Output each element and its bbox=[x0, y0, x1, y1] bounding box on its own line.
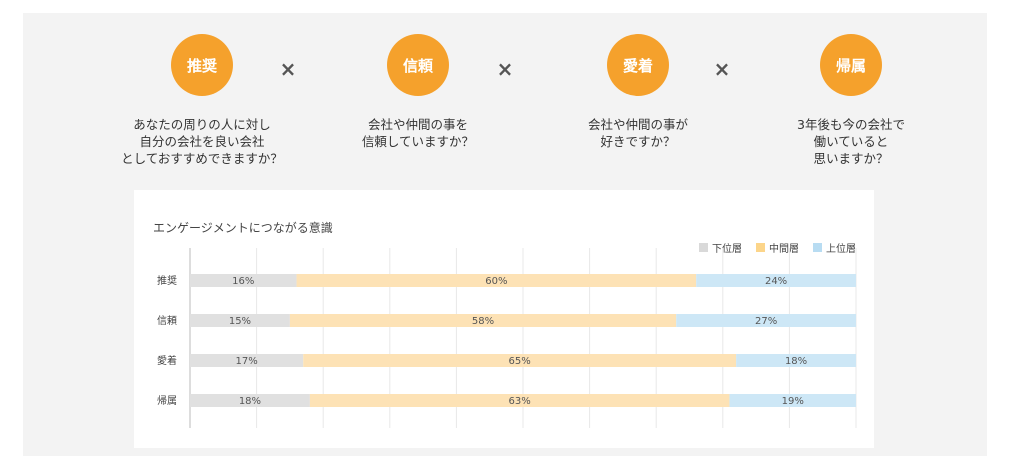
data-label: 19% bbox=[782, 396, 804, 407]
legend-label: 上位層 bbox=[826, 244, 856, 255]
data-label: 60% bbox=[485, 276, 507, 287]
category-label: 帰属 bbox=[157, 394, 177, 407]
factor-badge: 信頼 bbox=[387, 34, 449, 96]
legend-swatch bbox=[756, 243, 765, 252]
factor-badge: 愛着 bbox=[607, 34, 669, 96]
factor-badge: 帰属 bbox=[820, 34, 882, 96]
factor-badge: 推奨 bbox=[171, 34, 233, 96]
bar-segment bbox=[309, 394, 730, 407]
bar-segment bbox=[190, 274, 297, 287]
bar-segment bbox=[289, 314, 677, 327]
legend-label: 下位層 bbox=[712, 244, 742, 255]
multiply-icon: × bbox=[496, 57, 514, 81]
bar-segment bbox=[696, 274, 856, 287]
bar-segment bbox=[296, 274, 697, 287]
factor-question: 3年後も今の会社で 働いていると 思いますか？ bbox=[797, 117, 905, 166]
factor-question: あなたの周りの人に対し 自分の会社を良い会社 としておすすめできますか？ bbox=[121, 117, 283, 166]
legend-item-upper: 上位層 bbox=[813, 240, 856, 255]
multiply-icon: × bbox=[279, 57, 297, 81]
bar-segment bbox=[190, 314, 290, 327]
bar-segment bbox=[303, 354, 737, 367]
data-label: 24% bbox=[765, 276, 787, 287]
chart-title: エンゲージメントにつながる意識 bbox=[153, 221, 333, 235]
multiply-icon: × bbox=[713, 57, 731, 81]
bar-segment bbox=[190, 354, 304, 367]
data-label: 16% bbox=[232, 276, 254, 287]
category-label: 信頼 bbox=[157, 315, 177, 327]
stacked-bar-chart: 推奨 16% 60% 24% 信頼 15% 58% 27% 愛着 17% 65% 18% 帰属 18% 63… bbox=[157, 248, 857, 428]
bar-segment bbox=[676, 314, 856, 327]
category-label: 推奨 bbox=[157, 274, 177, 287]
bar-segment bbox=[736, 354, 856, 367]
data-label: 27% bbox=[755, 316, 777, 327]
chart-legend: 下位層 中間層 上位層 bbox=[685, 240, 856, 255]
bar-segment bbox=[729, 394, 856, 407]
legend-swatch bbox=[699, 243, 708, 252]
data-label: 15% bbox=[229, 316, 251, 327]
chart-card: エンゲージメントにつながる意識 下位層 中間層 上位層 推奨 16% 60% 24% 信… bbox=[134, 190, 874, 448]
bar-segment bbox=[190, 394, 310, 407]
data-label: 18% bbox=[239, 396, 261, 407]
factor-recommend: 推奨 あなたの周りの人に対し 自分の会社を良い会社 としておすすめできますか？ bbox=[92, 34, 312, 167]
data-label: 63% bbox=[509, 396, 531, 407]
data-label: 65% bbox=[509, 356, 531, 367]
factor-belonging: 帰属 3年後も今の会社で 働いていると 思いますか？ bbox=[741, 34, 961, 167]
factor-question: 会社や仲間の事を 信頼していますか？ bbox=[361, 117, 475, 149]
data-label: 17% bbox=[235, 356, 257, 367]
data-label: 58% bbox=[472, 316, 494, 327]
category-label: 愛着 bbox=[157, 354, 177, 367]
factor-question: 会社や仲間の事が 好きですか？ bbox=[587, 117, 688, 149]
data-label: 18% bbox=[785, 356, 807, 367]
factor-trust: 信頼 会社や仲間の事を 信頼していますか？ bbox=[308, 34, 528, 150]
legend-label: 中間層 bbox=[769, 244, 799, 255]
factor-attachment: 愛着 会社や仲間の事が 好きですか？ bbox=[528, 34, 748, 150]
legend-item-lower: 下位層 bbox=[699, 240, 742, 255]
engagement-panel: 推奨 あなたの周りの人に対し 自分の会社を良い会社 としておすすめできますか？ … bbox=[23, 13, 987, 456]
legend-swatch bbox=[813, 243, 822, 252]
legend-item-middle: 中間層 bbox=[756, 240, 799, 255]
